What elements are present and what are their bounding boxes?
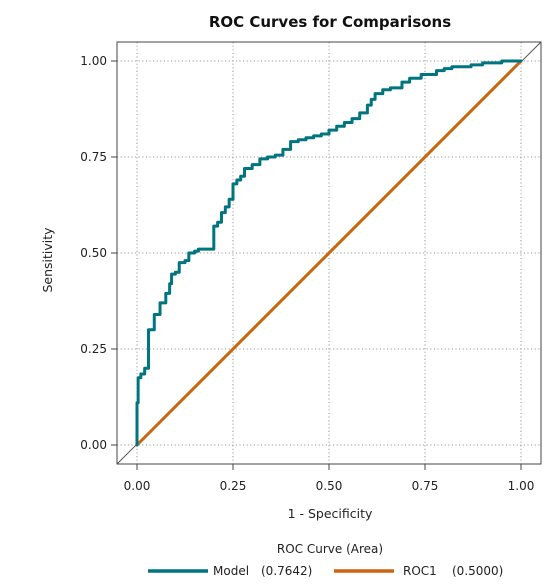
x-tick-label: 0.50 bbox=[316, 479, 343, 493]
x-tick-label: 1.00 bbox=[508, 479, 535, 493]
series-line-roc1 bbox=[135, 59, 523, 447]
y-tick-label: 0.75 bbox=[80, 150, 107, 164]
y-axis-label: Sensitivity bbox=[40, 227, 55, 293]
y-tick-label: 0.50 bbox=[80, 246, 107, 260]
y-axis-ticks: 0.00 0.25 0.50 0.75 1.00 bbox=[80, 54, 117, 452]
legend-title: ROC Curve (Area) bbox=[277, 542, 383, 556]
y-tick-label: 0.00 bbox=[80, 438, 107, 452]
legend-area-roc1: (0.5000) bbox=[452, 564, 503, 578]
x-tick-label: 0.75 bbox=[412, 479, 439, 493]
chart-title: ROC Curves for Comparisons bbox=[209, 13, 451, 31]
legend-area-model: (0.7642) bbox=[261, 564, 312, 578]
series-layer bbox=[135, 59, 523, 447]
x-tick-label: 0.00 bbox=[124, 479, 151, 493]
series-line-model bbox=[135, 59, 523, 447]
legend: ROC Curve (Area) Model (0.7642) ROC1 (0.… bbox=[148, 542, 503, 578]
x-tick-label: 0.25 bbox=[220, 479, 247, 493]
legend-label-model: Model bbox=[213, 564, 249, 578]
x-axis-label: 1 - Specificity bbox=[288, 506, 373, 521]
legend-label-roc1: ROC1 bbox=[403, 564, 437, 578]
grid bbox=[117, 42, 541, 464]
x-axis-ticks: 0.00 0.25 0.50 0.75 1.00 bbox=[124, 464, 535, 493]
y-tick-label: 0.25 bbox=[80, 342, 107, 356]
y-tick-label: 1.00 bbox=[80, 54, 107, 68]
